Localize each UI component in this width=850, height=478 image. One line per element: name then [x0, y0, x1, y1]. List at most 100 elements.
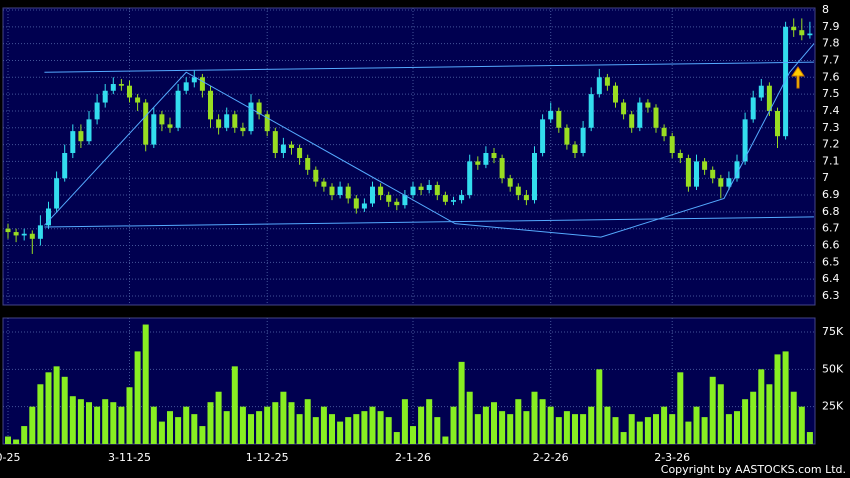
- volume-bar: [77, 399, 84, 444]
- candle-body: [118, 84, 124, 86]
- candle-body: [645, 102, 651, 108]
- candle-body: [702, 161, 708, 170]
- credit: Copyright by AASTOCKS.com Ltd.: [661, 463, 846, 476]
- candle-body: [621, 102, 627, 115]
- candle-body: [313, 169, 319, 182]
- volume-bar: [604, 406, 611, 444]
- candle-body: [483, 153, 489, 165]
- y-tick-label: 7.6: [822, 70, 840, 83]
- volume-bar: [69, 396, 76, 444]
- candle-body: [442, 195, 448, 202]
- volume-bar: [280, 391, 287, 444]
- candle-body: [321, 181, 327, 187]
- volume-bar: [669, 414, 676, 444]
- volume-bar: [13, 439, 20, 444]
- volume-bar: [636, 421, 643, 444]
- candle-body: [467, 161, 473, 196]
- candle-body: [750, 97, 756, 120]
- candle-body: [629, 114, 635, 128]
- volume-bar: [612, 417, 619, 444]
- candle-body: [661, 127, 667, 137]
- volume-bar: [523, 411, 530, 444]
- candle-body: [127, 85, 132, 98]
- candle-body: [5, 228, 11, 233]
- candle-body: [337, 186, 343, 196]
- volume-bar: [653, 414, 659, 444]
- y-tick-label: 6.8: [822, 205, 840, 218]
- candle-body: [54, 178, 60, 209]
- volume-bar: [580, 414, 587, 444]
- volume-bar: [296, 414, 303, 444]
- candle-body: [175, 90, 181, 128]
- candle-body: [799, 30, 805, 36]
- volume-bar: [94, 406, 101, 444]
- volume-bar: [458, 361, 465, 444]
- volume-bar: [215, 391, 222, 444]
- candle-body: [677, 153, 683, 159]
- y-tick-label: 7.3: [822, 121, 840, 134]
- candle-body: [775, 110, 780, 137]
- candle-body: [297, 147, 303, 159]
- candle-body: [710, 169, 716, 179]
- candle-body: [556, 110, 562, 128]
- volume-bar: [442, 436, 449, 444]
- candle-body: [86, 119, 92, 142]
- y-tick-label: 7.4: [822, 104, 840, 117]
- candle-body: [248, 102, 254, 132]
- volume-bar: [734, 411, 740, 444]
- volume-bar: [256, 411, 263, 444]
- candle-body: [256, 102, 262, 115]
- candle-body: [783, 26, 789, 137]
- candle-body: [191, 77, 197, 83]
- volume-bar: [572, 414, 578, 444]
- volume-bar: [644, 417, 651, 444]
- volume-bar: [207, 402, 214, 444]
- volume-bar: [515, 399, 522, 444]
- volume-bar: [466, 391, 473, 444]
- volume-bar: [150, 406, 157, 444]
- volume-bar: [134, 351, 141, 444]
- volume-bar: [588, 406, 595, 444]
- candle-body: [426, 184, 432, 191]
- y-tick-label: 8: [822, 3, 829, 16]
- volume-bar: [693, 406, 700, 444]
- volume-bar: [345, 417, 352, 444]
- volume-bar: [288, 402, 295, 444]
- y-tick-label: 6.4: [822, 272, 840, 285]
- arrow-icon: [791, 66, 805, 89]
- candle-body: [353, 198, 359, 209]
- y2-tick-label: 50K: [822, 362, 844, 375]
- volume-bar: [401, 399, 408, 444]
- candle-body: [653, 107, 659, 128]
- candle-body: [564, 127, 570, 145]
- volume-bar: [774, 354, 781, 444]
- volume-bar: [45, 372, 52, 444]
- volume-bar: [701, 417, 708, 444]
- candle-body: [726, 178, 732, 187]
- candle-body: [394, 201, 400, 206]
- candle-body: [224, 114, 230, 128]
- candle-body: [110, 84, 116, 91]
- volume-bar: [86, 402, 92, 444]
- candle-body: [742, 119, 748, 162]
- candle-body: [13, 232, 19, 236]
- volume-bar: [620, 432, 627, 444]
- candle-body: [208, 90, 213, 120]
- volume-bar: [499, 411, 506, 444]
- candle-body: [143, 102, 149, 145]
- volume-bar: [191, 414, 198, 444]
- candle-body: [532, 153, 537, 201]
- x-tick-label: 2-3-26: [654, 451, 690, 464]
- volume-bar: [239, 406, 246, 444]
- volume-bar: [29, 406, 36, 444]
- y-tick-label: 6.6: [822, 239, 840, 252]
- volume-bar: [102, 399, 109, 444]
- candle-body: [305, 158, 311, 170]
- volume-bar: [790, 391, 797, 444]
- x-tick-label: 1-12-25: [246, 451, 289, 464]
- candle-body: [264, 114, 270, 132]
- y-tick-label: 7: [822, 171, 829, 184]
- candle-body: [280, 144, 286, 153]
- candle-body: [70, 131, 76, 153]
